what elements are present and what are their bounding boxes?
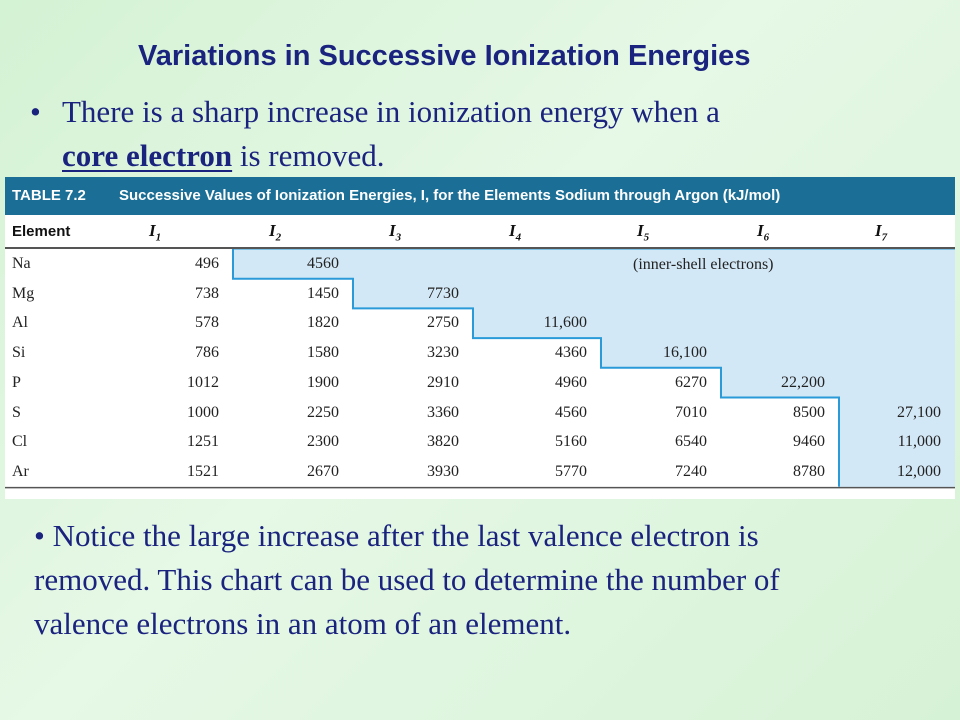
energy-value-i3: 3360 (427, 403, 459, 421)
energy-value-i1: 578 (195, 314, 219, 332)
column-header-i3: I3 (389, 221, 402, 244)
table-caption: Successive Values of Ionization Energies… (119, 187, 781, 204)
energy-value-i5: 6540 (675, 433, 707, 451)
energy-value-i3: 3930 (427, 462, 459, 480)
energy-value-i3: 3230 (427, 344, 459, 362)
energy-value-i2: 4560 (307, 255, 339, 272)
energy-value-i6: 8780 (793, 462, 825, 480)
energy-value-i1: 1521 (187, 462, 219, 480)
ionization-energy-table: TABLE 7.2 Successive Values of Ionizatio… (5, 177, 955, 499)
element-symbol: Si (12, 344, 26, 362)
energy-value-i7: 27,100 (897, 403, 941, 421)
energy-value-i4: 5160 (555, 433, 587, 451)
energy-value-i7: 12,000 (897, 462, 941, 480)
energy-value-i4: 5770 (555, 462, 587, 480)
shade-row (353, 278, 955, 309)
column-header-i1: I1 (149, 221, 162, 244)
energy-value-i6: 9460 (793, 433, 825, 451)
energy-value-i3: 2750 (427, 314, 459, 332)
table-tag: TABLE 7.2 (12, 187, 86, 204)
element-symbol: Mg (12, 284, 35, 302)
column-header-row: Element I1 I2 I3 I4 I5 I6 I7 (5, 215, 955, 247)
shade-row (839, 456, 955, 488)
energy-value-i5: 6270 (675, 373, 707, 391)
bullet-notice: • Notice the large increase after the la… (34, 514, 944, 646)
shade-row (473, 308, 955, 339)
energy-value-i1: 786 (195, 344, 219, 362)
bullet-line-2: core electron is removed. (62, 134, 385, 178)
shade-row (721, 367, 955, 398)
bullet-line-2-rest: is removed. (232, 138, 385, 173)
energy-value-i1: 1251 (187, 433, 219, 451)
column-header-element: Element (12, 223, 71, 240)
notice-line-3: valence electrons in an atom of an eleme… (34, 606, 572, 641)
energy-value-i1: 1012 (187, 373, 219, 391)
energy-value-i4: 4360 (555, 344, 587, 362)
energy-value-i3: 7730 (427, 284, 459, 302)
core-electron-term: core electron (62, 138, 233, 173)
energy-value-i2: 2670 (307, 462, 339, 480)
column-header-i7: I7 (875, 221, 888, 244)
shade-row (839, 427, 955, 458)
element-symbol: S (12, 403, 21, 421)
element-symbol: Al (12, 314, 28, 332)
energy-value-i7: 11,000 (897, 433, 941, 451)
shade-row (839, 397, 955, 428)
energy-value-i2: 1820 (307, 314, 339, 332)
energy-value-i5: 7010 (675, 403, 707, 421)
energy-value-i2: 1900 (307, 373, 339, 391)
element-symbol: Cl (12, 433, 28, 451)
column-header-i2: I2 (269, 221, 282, 244)
energy-value-i1: 496 (195, 255, 219, 272)
shade-row (233, 249, 955, 280)
notice-line-1: • Notice the large increase after the la… (34, 518, 759, 553)
energy-value-i3: 3820 (427, 433, 459, 451)
element-symbol: Na (12, 255, 31, 272)
slide-title: Variations in Successive Ionization Ener… (138, 40, 751, 72)
energy-value-i2: 1580 (307, 344, 339, 362)
core-electron-boundary (232, 249, 840, 487)
bullet-marker: • (30, 94, 41, 129)
energy-value-i6: 22,200 (781, 373, 825, 391)
energy-value-i5: 7240 (675, 462, 707, 480)
energy-value-i4: 4960 (555, 373, 587, 391)
shade-row (601, 338, 955, 369)
notice-line-2: removed. This chart can be used to deter… (34, 562, 780, 597)
energy-value-i3: 2910 (427, 373, 459, 391)
header-divider (5, 247, 955, 249)
energy-value-i4: 4560 (555, 403, 587, 421)
element-symbol: P (12, 373, 21, 391)
column-header-i5: I5 (637, 221, 650, 244)
energy-value-i5: 16,100 (663, 344, 707, 362)
table-header-bar: TABLE 7.2 Successive Values of Ionizatio… (5, 177, 955, 215)
inner-shell-note: (inner-shell electrons) (633, 256, 774, 273)
bullet-line-1: There is a sharp increase in ionization … (62, 94, 720, 129)
energy-value-i1: 1000 (187, 403, 219, 421)
column-header-i4: I4 (509, 221, 522, 244)
energy-value-i2: 2250 (307, 403, 339, 421)
inner-shell-shading (5, 248, 955, 489)
column-header-i6: I6 (757, 221, 770, 244)
energy-value-i6: 8500 (793, 403, 825, 421)
energy-value-i1: 738 (195, 284, 219, 302)
energy-value-i4: 11,600 (543, 314, 587, 332)
element-symbol: Ar (12, 462, 29, 480)
energy-value-i2: 2300 (307, 433, 339, 451)
energy-value-i2: 1450 (307, 284, 339, 302)
